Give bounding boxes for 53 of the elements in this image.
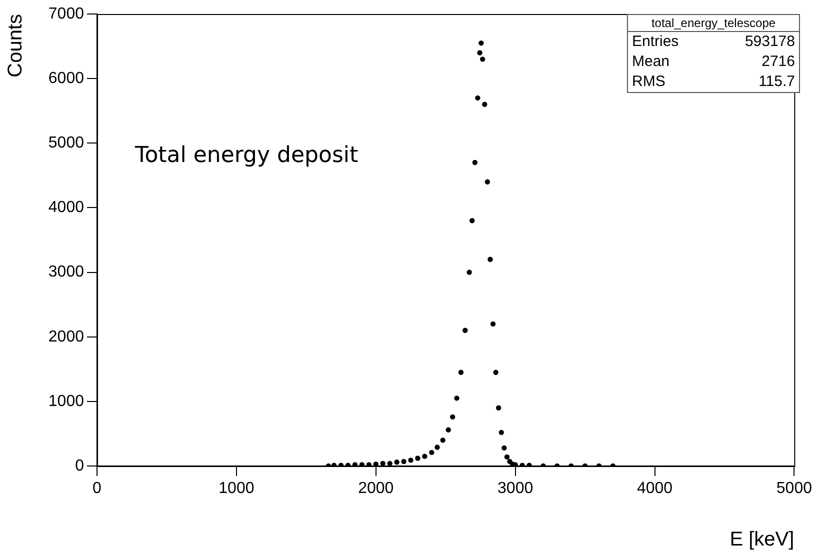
point [373,461,378,466]
point [504,454,510,460]
point [482,102,488,107]
y-axis-title: Counts [4,14,27,78]
y-tick-label: 7000 [48,5,84,22]
y-tick-label: 4000 [48,199,84,216]
x-axis-title: E [keV] [730,528,794,551]
point [496,405,502,410]
point [401,458,406,464]
point [458,370,464,375]
point [475,95,480,101]
point [488,256,493,262]
x-tick-label: 0 [92,480,102,498]
point [434,444,440,450]
x-tick-label: 1000 [218,480,254,498]
point [498,430,504,436]
point [466,270,472,275]
text: Mean 2716 [632,53,795,70]
point [454,396,460,401]
y-tick-label: 0 [75,457,84,474]
y-tick-label: 1000 [48,392,84,410]
point [502,445,507,451]
y-tick-label: 2000 [48,328,84,346]
point [422,454,428,459]
point [472,160,478,166]
point [469,218,475,224]
point [440,438,446,443]
point [493,370,498,375]
text: Entries 593178 [632,33,795,50]
point [446,427,451,432]
point [462,328,468,333]
y-tick-label: 6000 [48,70,84,87]
point [415,456,420,461]
y-tick-label: 3000 [48,264,84,281]
point [387,460,392,466]
x-tick-label: 4000 [636,480,673,498]
point [484,179,490,184]
point [490,321,496,327]
x-tick-label: 5000 [776,480,812,498]
point [477,50,482,56]
annotation: Total energy deposit [135,143,358,168]
point [380,460,386,466]
x-tick-label: 2000 [358,480,394,498]
point [429,450,434,456]
annotation: total_energy_telescope [628,15,799,32]
point [450,414,456,420]
text: RMS 115.7 [632,73,795,90]
point [394,460,400,465]
y-tick-label: 5000 [48,134,84,152]
point [480,56,486,62]
x-tick-label: 3000 [498,480,534,498]
point [478,40,484,46]
point [408,458,414,463]
